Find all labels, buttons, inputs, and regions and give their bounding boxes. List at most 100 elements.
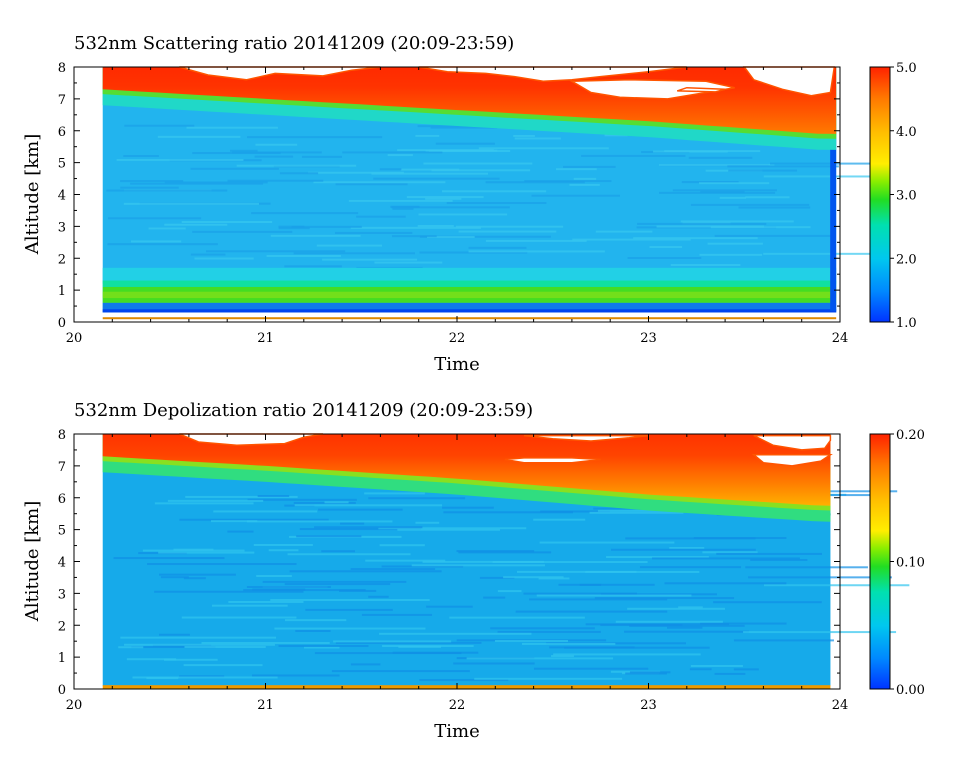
texture-streak xyxy=(124,124,195,127)
texture-streak xyxy=(284,583,391,586)
y-tick-label: 0 xyxy=(58,683,66,698)
texture-streak xyxy=(190,253,226,256)
y-tick-label: 7 xyxy=(58,93,66,108)
texture-streak xyxy=(515,610,668,613)
x-tick-label: 22 xyxy=(449,331,466,346)
texture-streak xyxy=(116,158,244,161)
texture-streak xyxy=(365,559,446,562)
texture-streak xyxy=(379,632,532,635)
texture-streak xyxy=(411,564,545,567)
texture-streak xyxy=(664,150,761,153)
texture-streak xyxy=(342,151,443,154)
texture-streak xyxy=(185,495,298,498)
texture-streak xyxy=(458,551,552,554)
texture-streak xyxy=(748,576,892,579)
layer-lower-free-troposphere xyxy=(102,267,837,284)
texture-streak xyxy=(368,497,466,500)
texture-streak xyxy=(558,583,655,586)
texture-streak xyxy=(387,154,413,157)
texture-streak xyxy=(615,620,723,623)
layer-near-surface xyxy=(102,685,831,689)
texture-streak xyxy=(303,646,340,649)
x-axis-label: Time xyxy=(434,354,479,375)
layer-low-signal xyxy=(102,302,837,313)
y-tick-label: 4 xyxy=(58,189,66,204)
texture-streak xyxy=(745,196,790,199)
texture-streak xyxy=(600,593,718,596)
texture-streak xyxy=(453,662,535,665)
saturated-region xyxy=(751,453,833,467)
texture-streak xyxy=(308,171,404,174)
texture-streak xyxy=(513,134,535,137)
texture-streak xyxy=(442,506,494,509)
colorbar: 0.00 0.10 0.20 xyxy=(869,428,925,698)
texture-streak xyxy=(183,664,263,667)
layer-low-signal-edge xyxy=(102,309,837,313)
x-axis-label: Time xyxy=(434,721,479,742)
texture-streak xyxy=(123,202,259,205)
texture-streak xyxy=(333,640,452,643)
texture-streak xyxy=(597,509,695,512)
texture-streak xyxy=(251,212,359,215)
texture-streak xyxy=(468,250,605,253)
texture-streak xyxy=(236,164,357,167)
texture-streak xyxy=(485,181,585,184)
texture-streak xyxy=(130,240,182,243)
texture-streak xyxy=(727,165,839,168)
texture-streak xyxy=(314,526,423,529)
texture-streak xyxy=(637,222,767,225)
texture-streak xyxy=(672,189,777,192)
layer-boundary-layer-edge xyxy=(102,280,837,287)
texture-streak xyxy=(257,495,290,498)
texture-streak xyxy=(428,149,498,152)
texture-streak xyxy=(456,550,535,553)
texture-streak xyxy=(494,639,569,642)
texture-streak xyxy=(678,606,703,609)
data-edge xyxy=(830,130,837,311)
texture-streak xyxy=(159,573,236,576)
texture-streak xyxy=(284,619,347,622)
y-axis-label: Altitude [km] xyxy=(22,501,43,623)
texture-streak xyxy=(295,629,331,632)
texture-streak xyxy=(322,258,418,261)
saturated-region xyxy=(179,66,381,81)
texture-streak xyxy=(514,137,561,140)
texture-streak xyxy=(656,225,765,228)
texture-streak xyxy=(478,147,609,150)
texture-streak xyxy=(289,570,442,573)
y-tick-label: 5 xyxy=(58,157,66,172)
y-tick-label: 8 xyxy=(58,428,66,443)
colorbar-tick-label: 5.0 xyxy=(896,61,917,76)
texture-streak xyxy=(120,180,184,183)
texture-streak xyxy=(406,196,484,199)
x-tick-label: 22 xyxy=(449,698,466,713)
texture-streak xyxy=(160,576,189,579)
texture-streak xyxy=(497,590,522,593)
texture-streak xyxy=(179,675,225,678)
texture-streak xyxy=(738,206,811,209)
texture-streak xyxy=(604,134,628,137)
texture-streak xyxy=(733,639,834,642)
texture-streak xyxy=(108,217,202,220)
texture-streak xyxy=(533,667,649,670)
layer-boundary-layer-core xyxy=(102,291,837,299)
texture-streak xyxy=(415,134,440,137)
y-tick-label: 0 xyxy=(58,316,66,331)
texture-streak xyxy=(516,570,637,573)
texture-streak xyxy=(279,172,319,175)
texture-streak xyxy=(529,598,668,601)
colorbar-tick-label: 1.0 xyxy=(896,316,917,331)
texture-streak xyxy=(228,600,304,603)
texture-streak xyxy=(350,663,381,666)
texture-streak xyxy=(666,626,703,629)
texture-streak xyxy=(368,595,389,598)
texture-streak xyxy=(268,549,299,552)
texture-streak xyxy=(449,616,585,619)
x-tick-label: 20 xyxy=(66,698,83,713)
texture-streak xyxy=(713,601,822,604)
texture-streak xyxy=(284,265,342,268)
texture-streak xyxy=(270,598,430,601)
texture-streak xyxy=(700,622,787,625)
x-tick-label: 24 xyxy=(832,331,849,346)
